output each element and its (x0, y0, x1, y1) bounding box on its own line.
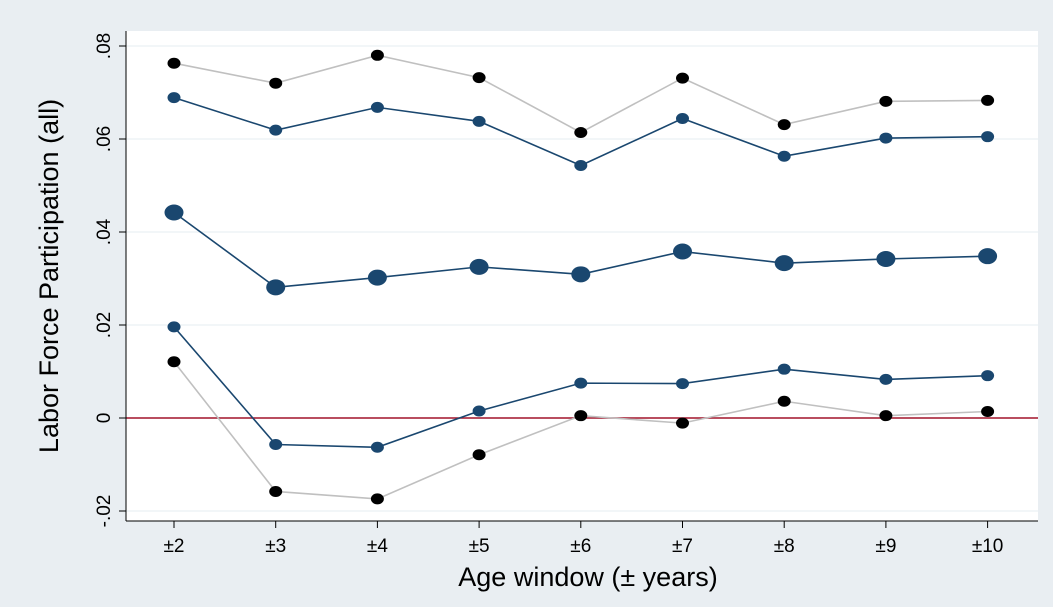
data-point-estimate (469, 258, 489, 275)
data-point-outer-upper (879, 95, 893, 107)
y-axis-title: Labor Force Participation (all) (34, 99, 64, 453)
y-tick-label: .06 (94, 126, 115, 152)
x-axis-title: Age window (± years) (458, 562, 717, 592)
data-point-estimate (571, 266, 591, 283)
data-point-outer-upper (167, 57, 181, 69)
x-tick-label: ±4 (367, 536, 388, 557)
data-point-estimate (266, 279, 286, 296)
y-tick-label: -.02 (94, 495, 115, 528)
x-tick-label: ±7 (672, 536, 693, 557)
data-point-inner-upper (676, 113, 689, 125)
data-point-outer-lower (167, 356, 181, 368)
data-point-outer-lower (676, 417, 689, 429)
y-tick-label: .02 (94, 312, 115, 338)
x-tick-label: ±2 (164, 536, 185, 557)
data-point-outer-upper (676, 72, 689, 84)
data-point-outer-upper (472, 72, 486, 84)
data-point-estimate (774, 255, 794, 272)
data-point-outer-lower (574, 410, 588, 422)
y-tick-label: 0 (94, 413, 115, 424)
data-point-outer-upper (370, 49, 384, 61)
data-point-inner-upper (167, 92, 181, 104)
data-point-inner-lower (167, 321, 181, 333)
x-tick-label: ±10 (972, 536, 1004, 557)
data-point-inner-upper (981, 131, 995, 143)
data-point-estimate (876, 250, 896, 267)
data-point-outer-upper (777, 119, 791, 131)
data-point-outer-lower (777, 395, 791, 407)
data-point-inner-lower (574, 377, 588, 389)
x-tick-label: ±3 (265, 536, 286, 557)
series-layer (164, 49, 998, 505)
data-point-estimate (673, 243, 692, 260)
data-point-outer-lower (370, 493, 384, 505)
data-point-inner-lower (472, 405, 486, 417)
data-point-outer-upper (981, 94, 995, 106)
data-point-estimate (367, 269, 387, 286)
x-tick-label: ±6 (570, 536, 591, 557)
data-point-inner-lower (370, 441, 384, 453)
data-point-outer-lower (981, 405, 995, 417)
data-point-outer-upper (574, 126, 588, 138)
y-ticks: -.02 0 .02 .04 .06 .08 (94, 33, 126, 528)
x-tick-label: ±8 (774, 536, 795, 557)
data-point-estimate (978, 248, 998, 265)
x-tick-label: ±5 (469, 536, 490, 557)
data-point-inner-lower (269, 439, 283, 451)
data-point-outer-upper (269, 77, 283, 89)
x-tick-label: ±9 (875, 536, 896, 557)
data-point-inner-lower (879, 373, 893, 385)
data-point-inner-upper (472, 115, 486, 127)
x-ticks: ±2 ±3 ±4 ±5 ±6 ±7 ±8 ±9 ±10 (164, 521, 1004, 557)
data-point-outer-lower (269, 485, 283, 497)
data-point-outer-lower (879, 410, 893, 422)
data-point-inner-upper (574, 160, 588, 172)
data-point-inner-lower (676, 378, 689, 390)
data-point-inner-upper (879, 132, 893, 144)
data-point-estimate (164, 204, 184, 221)
data-point-inner-upper (777, 150, 791, 162)
y-tick-label: .08 (94, 33, 115, 59)
data-point-inner-lower (777, 363, 791, 375)
data-point-inner-lower (981, 370, 995, 382)
data-point-inner-upper (370, 101, 384, 113)
data-point-inner-upper (269, 124, 283, 136)
y-tick-label: .04 (94, 218, 115, 245)
data-point-outer-lower (472, 449, 486, 461)
